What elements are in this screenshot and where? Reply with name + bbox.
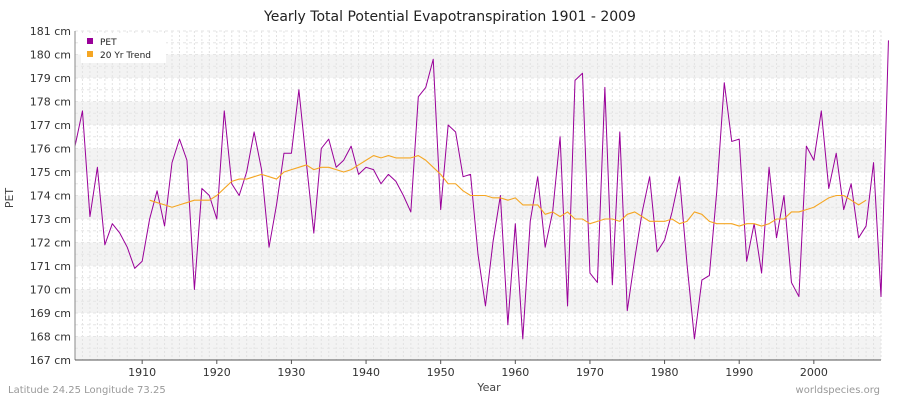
x-axis-label: Year <box>476 381 501 394</box>
y-tick-label: 181 cm <box>30 25 71 38</box>
x-tick-label: 1930 <box>277 366 305 379</box>
x-tick-label: 2000 <box>800 366 828 379</box>
y-tick-label: 168 cm <box>30 331 71 344</box>
legend-label-trend: 20 Yr Trend <box>100 51 151 61</box>
y-tick-label: 179 cm <box>30 72 71 85</box>
x-tick-label: 1990 <box>725 366 753 379</box>
y-tick-label: 175 cm <box>30 166 71 179</box>
x-tick-labels: 1910 1920 1930 1940 1950 1960 1970 1980 1990 2000 <box>128 366 828 379</box>
plot-series <box>74 40 889 340</box>
footer-coordinates: Latitude 24.25 Longitude 73.25 <box>8 385 166 396</box>
y-tick-label: 167 cm <box>30 354 71 367</box>
y-tick-labels: 167 cm 168 cm 169 cm 170 cm 171 cm 172 cm 173 … <box>30 25 71 367</box>
y-tick-label: 177 cm <box>30 119 71 132</box>
x-tick-label: 1970 <box>576 366 604 379</box>
axes <box>74 31 881 364</box>
x-tick-label: 1910 <box>128 366 156 379</box>
legend-box <box>81 33 166 63</box>
x-tick-label: 1980 <box>651 366 679 379</box>
y-axis-label: PET <box>3 188 16 209</box>
legend: PET 20 Yr Trend <box>81 33 166 63</box>
y-tick-label: 172 cm <box>30 237 71 250</box>
legend-swatch-trend <box>87 51 93 57</box>
y-tick-label: 170 cm <box>30 284 71 297</box>
chart-title: Yearly Total Potential Evapotranspiratio… <box>263 9 636 25</box>
legend-swatch-pet <box>87 38 93 44</box>
y-tick-label: 174 cm <box>30 190 71 203</box>
y-tick-label: 176 cm <box>30 143 71 156</box>
x-tick-label: 1950 <box>427 366 455 379</box>
y-tick-label: 178 cm <box>30 96 71 109</box>
x-tick-label: 1920 <box>203 366 231 379</box>
footer-source: worldspecies.org <box>796 385 880 396</box>
y-tick-label: 169 cm <box>30 307 71 320</box>
x-tick-label: 1960 <box>501 366 529 379</box>
legend-label-pet: PET <box>100 38 117 48</box>
y-tick-label: 173 cm <box>30 213 71 226</box>
y-tick-label: 171 cm <box>30 260 71 273</box>
x-tick-label: 1940 <box>352 366 380 379</box>
series-line-trend <box>149 155 867 227</box>
y-tick-label: 180 cm <box>30 49 71 62</box>
